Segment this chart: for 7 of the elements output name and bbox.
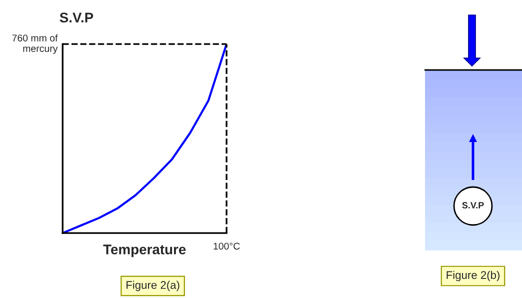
caption: Figure 2(b) (446, 270, 500, 282)
y-axis-title: S.V.P (60, 12, 94, 22)
x-axis-title: Temperature (103, 244, 186, 258)
ref-line-label: 760 mm of mercury (12, 34, 58, 54)
text: S.V.P (462, 202, 484, 208)
caption: Figure 2(a) (126, 280, 180, 292)
text: 100°C (214, 242, 240, 250)
